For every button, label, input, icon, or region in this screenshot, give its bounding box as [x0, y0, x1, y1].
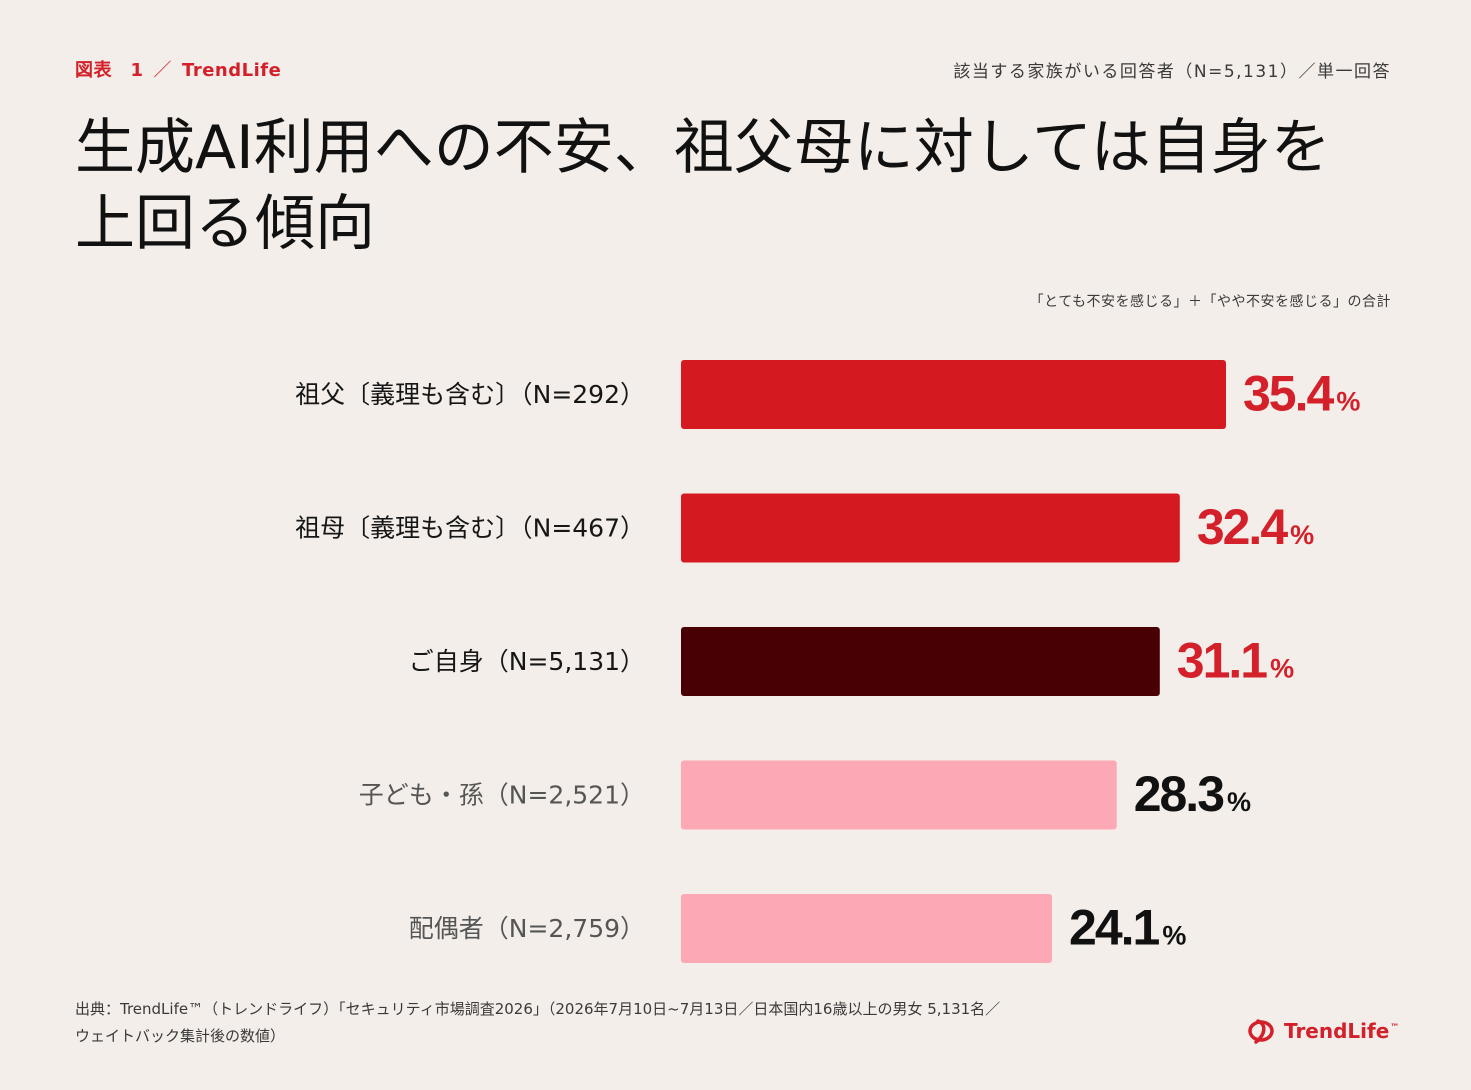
value-label: 32.4% — [1197, 499, 1314, 555]
source-line2: ウェイトバック集計後の数値） — [75, 1027, 286, 1045]
category-label: ご自身（N=5,131） — [409, 647, 645, 676]
category-label: 祖母〔義理も含む〕（N=467） — [295, 514, 645, 543]
category-label: 配偶者（N=2,759） — [409, 914, 645, 943]
logo-text: TrendLife™ — [1284, 1019, 1400, 1043]
source-line1: 出典：TrendLife™（トレンドライフ）「セキュリティ市場調査2026」（2… — [75, 1000, 1001, 1018]
measure-note: 「とても不安を感じる」＋「やや不安を感じる」の合計 — [1029, 294, 1391, 310]
respondent-note: 該当する家族がいる回答者（N=5,131）／単一回答 — [953, 62, 1391, 82]
chart-title-line2: 上回る傾向 — [75, 189, 375, 259]
figure-brand: TrendLife — [182, 60, 282, 81]
category-label: 祖父〔義理も含む〕（N=292） — [295, 380, 645, 409]
value-label: 35.4% — [1243, 366, 1360, 422]
bar — [681, 360, 1226, 429]
value-label: 31.1% — [1177, 633, 1294, 689]
chart-title-line1: 生成AI利用への不安、祖父母に対しては自身を — [75, 113, 1331, 183]
value-label: 24.1% — [1069, 900, 1186, 956]
chart-title: 生成AI利用への不安、祖父母に対しては自身を 上回る傾向 — [75, 110, 1395, 262]
brand-logo: TrendLife™ — [1246, 1018, 1399, 1044]
bar — [681, 894, 1053, 963]
bar — [681, 627, 1160, 696]
figure-number: 図表 1 — [75, 60, 144, 81]
bar — [681, 493, 1180, 563]
figure-separator: ／ — [153, 60, 173, 81]
category-label: 子ども・孫（N=2,521） — [359, 781, 645, 810]
value-label: 28.3% — [1134, 766, 1251, 822]
source-note: 出典：TrendLife™（トレンドライフ）「セキュリティ市場調査2026」（2… — [75, 996, 1185, 1050]
trendlife-logo-icon — [1248, 1019, 1274, 1044]
figure-label: 図表 1 ／ TrendLife — [75, 56, 281, 82]
bar — [681, 760, 1117, 830]
